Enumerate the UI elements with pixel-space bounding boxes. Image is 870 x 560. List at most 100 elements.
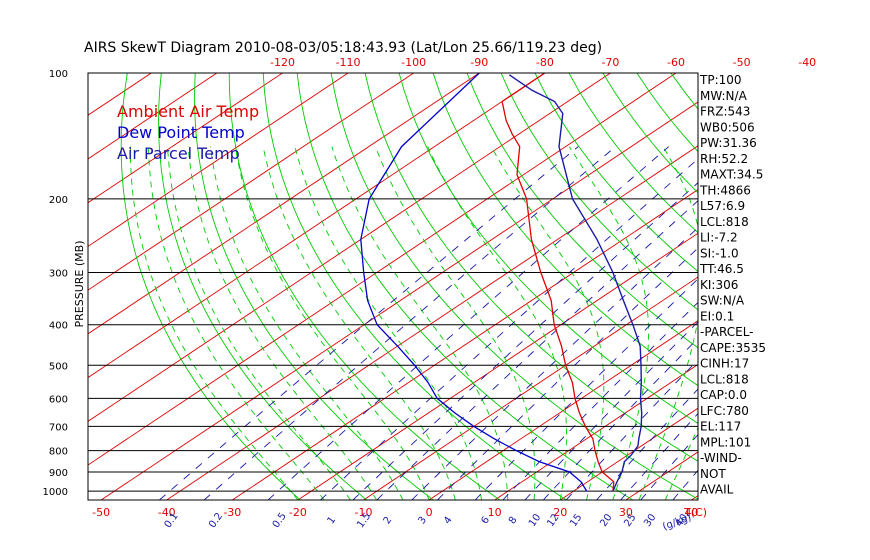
side-panel-entry: SI:-1.0 <box>700 246 739 260</box>
isotherm-line <box>88 73 218 160</box>
side-panel-entry: EL:117 <box>700 420 741 434</box>
side-panel-entry: TH:4866 <box>699 183 751 197</box>
pressure-tick-label: 100 <box>49 69 68 80</box>
mixing-ratio-label: 3 <box>416 515 429 527</box>
isotherm-line <box>560 407 698 500</box>
isotherm-line <box>88 73 480 335</box>
bottom-temp-tick-label: 40 <box>684 506 698 519</box>
side-panel-entry: LFC:780 <box>700 404 749 418</box>
top-temp-tick-label: -110 <box>336 56 361 69</box>
pressure-tick-label: 400 <box>49 321 68 332</box>
pressure-tick-label: 800 <box>49 447 68 458</box>
side-panel-entry: MAXT:34.5 <box>700 168 763 182</box>
plot-frame <box>87 72 699 501</box>
isotherm-line <box>88 73 677 466</box>
bottom-temp-tick-label: 20 <box>553 506 567 519</box>
plot-area: Ambient Air Temp Dew Point Temp Air Parcel… <box>88 73 698 500</box>
parcel-temp-line <box>508 74 643 492</box>
side-panel-entry: SW:N/A <box>700 294 745 308</box>
side-panel-entry: L57:6.9 <box>700 199 745 213</box>
side-panel-entry: -WIND- <box>700 451 742 465</box>
dry-adiabat-line <box>364 73 698 462</box>
top-temp-tick-label: -40 <box>798 56 816 69</box>
bottom-temp-tick-label: -40 <box>158 506 176 519</box>
bottom-temp-tick-label: 30 <box>619 506 633 519</box>
isotherm-line <box>232 188 698 500</box>
ambient-temp-line <box>501 73 615 492</box>
dry-adiabat-line <box>466 73 698 349</box>
top-temp-tick-label: -90 <box>470 56 488 69</box>
dry-adiabat-line <box>432 73 698 387</box>
legend-entry: Dew Point Temp <box>117 123 245 142</box>
side-panel-entry: LI:-7.2 <box>700 231 738 245</box>
isotherm-line <box>363 276 698 500</box>
dry-adiabat-line <box>500 73 698 311</box>
isotherm-line <box>88 73 349 247</box>
isotherm-line <box>88 73 546 379</box>
bottom-temp-tick-label: 10 <box>488 506 502 519</box>
pressure-tick-label: 600 <box>49 394 68 405</box>
top-temp-tick-label: -50 <box>733 56 751 69</box>
dry-adiabat-line <box>228 73 501 500</box>
dry-adiabat-line <box>398 73 698 424</box>
mixing-ratio-label: 8 <box>507 515 520 527</box>
legend-entry: Air Parcel Temp <box>117 144 240 163</box>
pressure-tick-label: 500 <box>49 361 68 372</box>
mixing-ratio-label: 2 <box>382 515 395 527</box>
pressure-tick-label: 300 <box>49 269 68 280</box>
pressure-tick-label: 700 <box>49 422 68 433</box>
side-panel-entry: WB0:506 <box>700 120 755 134</box>
isotherm-line <box>88 73 611 422</box>
side-panel-entry: MPL:101 <box>700 435 751 449</box>
dry-adiabat-line <box>296 73 634 500</box>
side-panel-entry: EI:0.1 <box>700 309 734 323</box>
mixing-ratio-label: 1 <box>326 515 339 527</box>
dry-adiabat-line <box>158 73 368 500</box>
side-panel-entry: -PARCEL- <box>700 325 754 339</box>
isotherm-line <box>428 320 698 500</box>
mixing-ratio-label: 6 <box>479 515 492 527</box>
dry-adiabat-line <box>262 73 567 500</box>
legend-entry: Ambient Air Temp <box>117 102 259 121</box>
top-temp-tick-label: -120 <box>270 56 295 69</box>
dew-point-line <box>360 73 588 492</box>
side-panel-entry: CAP:0.0 <box>700 388 747 402</box>
pressure-tick-label: 200 <box>49 195 68 206</box>
side-panel-entry: CAPE:3535 <box>700 341 766 355</box>
side-panel-entry: LCL:818 <box>700 372 749 386</box>
side-panel-entry: AVAIL <box>700 483 734 497</box>
mixing-ratio-label: 4 <box>442 515 455 527</box>
isotherm-line <box>494 363 698 500</box>
bottom-temp-tick-label: -20 <box>289 506 307 519</box>
side-panel-entry: RH:52.2 <box>700 152 748 166</box>
dry-adiabat-line <box>330 73 698 500</box>
pressure-tick-label: 900 <box>49 468 68 479</box>
side-panel-entry: TP:100 <box>699 73 742 87</box>
y-axis-label: PRESSURE (MB) <box>73 241 86 328</box>
pressure-tick-label: 1000 <box>43 487 68 498</box>
dry-adiabat-line <box>534 73 698 273</box>
bottom-temp-tick-label: 0 <box>426 506 433 519</box>
bottom-temp-tick-label: -10 <box>354 506 372 519</box>
dry-adiabat-line <box>120 73 301 500</box>
isotherm-line <box>88 73 283 204</box>
top-temp-tick-label: -80 <box>536 56 554 69</box>
top-temp-tick-label: -70 <box>601 56 619 69</box>
bottom-temp-tick-label: -50 <box>92 506 110 519</box>
x-axis-label: T(C) <box>683 506 707 519</box>
side-panel-entry: TT:46.5 <box>699 262 744 276</box>
isotherm-line <box>100 101 698 500</box>
side-panel-entry: KI:306 <box>700 278 738 292</box>
dry-adiabat-line <box>194 73 434 500</box>
isotherm-line <box>166 145 698 500</box>
side-panel-entry: MW:N/A <box>700 89 748 103</box>
side-panel-entry: PW:31.36 <box>700 136 757 150</box>
chart-title: AIRS SkewT Diagram 2010-08-03/05:18:43.9… <box>84 40 602 56</box>
side-panel-entry: LCL:818 <box>700 215 749 229</box>
isotherm-line <box>88 73 414 291</box>
top-temp-tick-label: -100 <box>401 56 426 69</box>
side-panel-entry: FRZ:543 <box>700 105 750 119</box>
side-panel-entry: CINH:17 <box>700 357 749 371</box>
side-panel-entry: NOT <box>700 467 726 481</box>
